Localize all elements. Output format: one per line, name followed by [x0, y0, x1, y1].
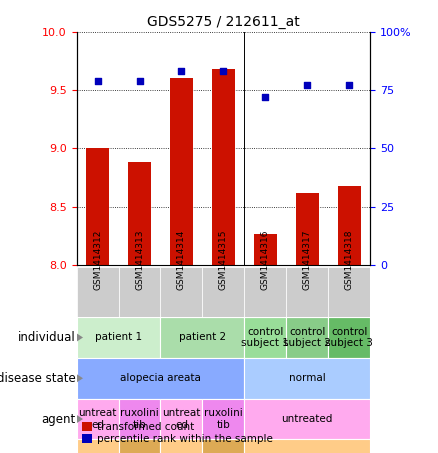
FancyBboxPatch shape [77, 358, 244, 399]
FancyBboxPatch shape [202, 439, 244, 453]
FancyBboxPatch shape [244, 358, 370, 399]
Point [136, 77, 143, 84]
Text: agent: agent [42, 413, 76, 425]
Title: GDS5275 / 212611_at: GDS5275 / 212611_at [147, 15, 300, 29]
FancyBboxPatch shape [160, 267, 202, 317]
Point [262, 93, 269, 101]
FancyBboxPatch shape [244, 267, 286, 317]
Bar [170, 78, 193, 265]
Text: GSM1414316: GSM1414316 [261, 229, 270, 290]
Text: GSM1414313: GSM1414313 [135, 229, 144, 290]
FancyBboxPatch shape [77, 399, 119, 439]
FancyBboxPatch shape [119, 399, 160, 439]
Text: alopecia areata: alopecia areata [120, 373, 201, 383]
Point [220, 68, 227, 75]
Polygon shape [76, 374, 83, 383]
Text: patient 1: patient 1 [95, 333, 142, 342]
Legend: transformed count, percentile rank within the sample: transformed count, percentile rank withi… [82, 422, 273, 444]
Text: untreat
ed: untreat ed [162, 408, 201, 430]
Text: control
subject 2: control subject 2 [283, 327, 331, 348]
Text: control
subject 1: control subject 1 [241, 327, 289, 348]
FancyBboxPatch shape [202, 267, 244, 317]
FancyBboxPatch shape [244, 317, 286, 358]
FancyBboxPatch shape [328, 267, 370, 317]
FancyBboxPatch shape [160, 317, 244, 358]
FancyBboxPatch shape [119, 439, 160, 453]
Text: disease state: disease state [0, 372, 76, 385]
FancyBboxPatch shape [286, 317, 328, 358]
Text: untreat
ed: untreat ed [78, 408, 117, 430]
Text: normal: normal [289, 373, 325, 383]
Bar [338, 186, 360, 265]
Polygon shape [76, 333, 83, 342]
FancyBboxPatch shape [119, 267, 160, 317]
Text: patient 2: patient 2 [179, 333, 226, 342]
Text: individual: individual [18, 331, 76, 344]
Point [346, 82, 353, 89]
Text: ruxolini
tib: ruxolini tib [120, 408, 159, 430]
Text: GSM1414318: GSM1414318 [345, 229, 353, 290]
Bar [86, 149, 109, 265]
Text: GSM1414314: GSM1414314 [177, 229, 186, 290]
Bar [212, 69, 235, 265]
Point [304, 82, 311, 89]
Point [94, 77, 101, 84]
Text: ruxolini
tib: ruxolini tib [204, 408, 243, 430]
Polygon shape [76, 414, 83, 424]
FancyBboxPatch shape [160, 439, 202, 453]
Bar [296, 193, 319, 265]
FancyBboxPatch shape [77, 439, 119, 453]
Text: GSM1414317: GSM1414317 [303, 229, 312, 290]
FancyBboxPatch shape [77, 317, 160, 358]
FancyBboxPatch shape [286, 267, 328, 317]
Text: untreated: untreated [282, 414, 333, 424]
Bar [128, 162, 151, 265]
FancyBboxPatch shape [244, 399, 370, 439]
FancyBboxPatch shape [202, 399, 244, 439]
Bar [254, 233, 277, 265]
Text: GSM1414315: GSM1414315 [219, 229, 228, 290]
Text: GSM1414312: GSM1414312 [93, 229, 102, 290]
Text: control
subject 3: control subject 3 [325, 327, 373, 348]
Point [178, 68, 185, 75]
FancyBboxPatch shape [77, 267, 119, 317]
FancyBboxPatch shape [244, 439, 370, 453]
FancyBboxPatch shape [160, 399, 202, 439]
FancyBboxPatch shape [328, 317, 370, 358]
